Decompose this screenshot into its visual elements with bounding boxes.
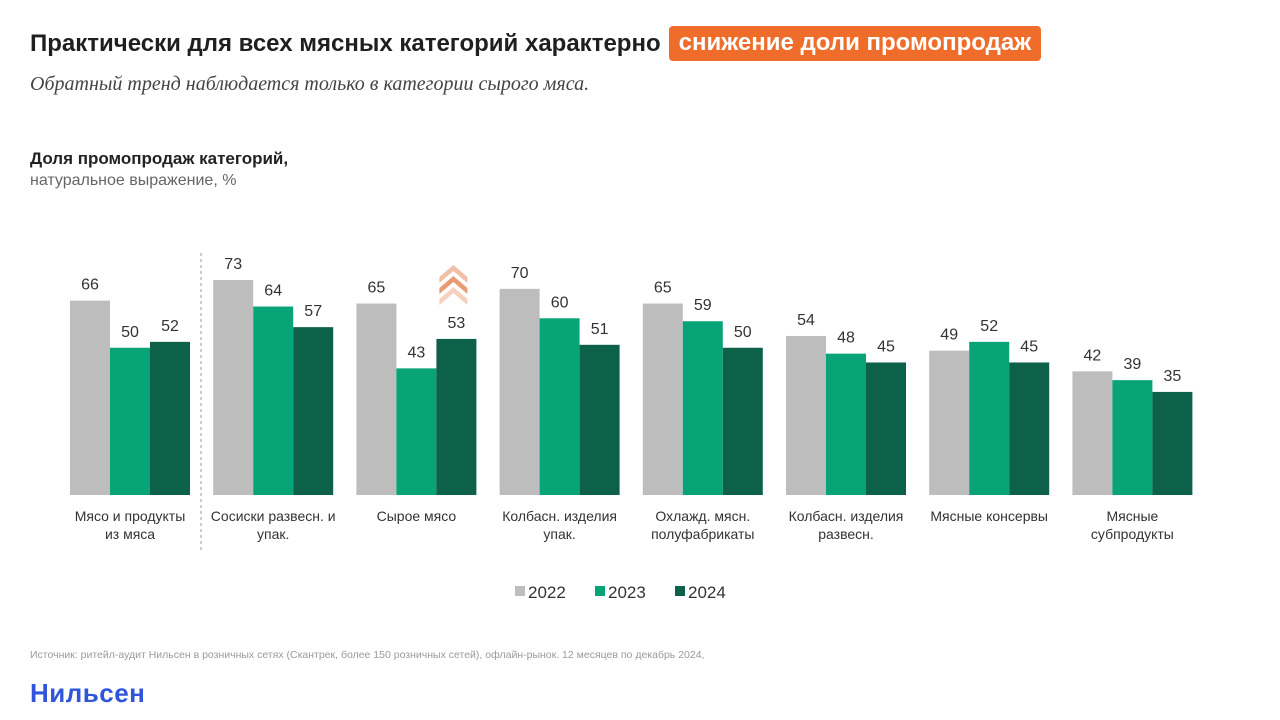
bar-2022-8 bbox=[1072, 371, 1113, 495]
value-label-2022-1: 66 bbox=[81, 277, 99, 294]
value-label-2024-5: 50 bbox=[734, 324, 752, 341]
up-chevron-1 bbox=[439, 265, 468, 283]
value-label-2022-5: 65 bbox=[654, 280, 672, 297]
bar-2022-7 bbox=[929, 350, 970, 495]
bar-2024-6 bbox=[866, 362, 906, 495]
bar-2022-5 bbox=[642, 303, 683, 495]
title-main: Практически для всех мясных категорий ха… bbox=[30, 29, 661, 57]
up-trend-icon bbox=[439, 265, 468, 305]
bar-2022-4 bbox=[499, 288, 540, 495]
value-label-2024-1: 52 bbox=[161, 318, 179, 335]
value-label-2022-6: 54 bbox=[797, 312, 815, 329]
value-label-2023-8: 39 bbox=[1124, 356, 1142, 373]
value-label-2022-3: 65 bbox=[368, 280, 386, 297]
value-label-2022-4: 70 bbox=[511, 265, 529, 282]
value-label-2023-2: 64 bbox=[264, 283, 282, 300]
value-label-2023-5: 59 bbox=[694, 297, 712, 314]
category-label-1: Мясо и продукты из мяса bbox=[75, 508, 186, 542]
source-note: Источник: ритейл-аудит Нильсен в розничн… bbox=[30, 649, 705, 661]
up-chevron-2 bbox=[439, 276, 468, 294]
value-label-2024-3: 53 bbox=[448, 315, 466, 332]
bar-2024-3 bbox=[436, 338, 477, 495]
up-chevron-3 bbox=[439, 287, 468, 305]
legend-label-2024: 2024 bbox=[688, 583, 726, 602]
bar-2023-7 bbox=[969, 341, 1010, 495]
value-label-2024-6: 45 bbox=[877, 338, 895, 355]
bar-2024-7 bbox=[1009, 362, 1050, 495]
page-title: Практически для всех мясных категорий ха… bbox=[30, 26, 1042, 61]
legend-swatch-2023 bbox=[595, 586, 605, 596]
value-label-2023-3: 43 bbox=[408, 344, 426, 361]
bar-2022-2 bbox=[213, 280, 254, 495]
bar-2024-8 bbox=[1152, 391, 1193, 495]
bar-2022-6 bbox=[786, 335, 826, 495]
bar-2023-4 bbox=[539, 318, 580, 495]
bar-2023-8 bbox=[1112, 380, 1153, 495]
value-label-2024-2: 57 bbox=[304, 303, 322, 320]
page-subtitle: Обратный тренд наблюдается только в кате… bbox=[30, 73, 590, 95]
legend-label-2023: 2023 bbox=[608, 583, 646, 602]
value-label-2024-7: 45 bbox=[1020, 338, 1038, 355]
category-label-5: Охлажд. мясн. полуфабрикаты bbox=[651, 508, 754, 542]
bar-2022-1 bbox=[70, 300, 110, 495]
value-label-2024-4: 51 bbox=[591, 321, 609, 338]
category-label-4: Колбасн. изделия упак. bbox=[502, 508, 617, 542]
chart-subtitle: натуральное выражение, % bbox=[30, 172, 237, 189]
value-label-2023-7: 52 bbox=[980, 318, 998, 335]
category-label-6: Колбасн. изделия развесн. bbox=[789, 508, 904, 542]
category-label-7: Мясные консервы bbox=[930, 508, 1048, 524]
value-label-2022-8: 42 bbox=[1084, 347, 1102, 364]
bar-2024-2 bbox=[293, 327, 334, 495]
bar-2023-3 bbox=[396, 368, 437, 495]
bar-2024-5 bbox=[722, 347, 763, 495]
value-label-2022-7: 49 bbox=[940, 327, 958, 344]
bar-2023-6 bbox=[826, 353, 866, 495]
legend-swatch-2022 bbox=[515, 586, 525, 596]
bar-2023-2 bbox=[253, 306, 294, 495]
value-label-2023-4: 60 bbox=[551, 294, 569, 311]
category-label-2: Сосиски развесн. и упак. bbox=[211, 508, 336, 542]
title-highlight-badge: снижение доли промопродаж bbox=[668, 26, 1042, 61]
bar-chart: 66 50 52 Мясо и продукты из мяса 73 64 57 Сосиск… bbox=[70, 253, 1193, 602]
nielsen-logo: Нильсен bbox=[30, 678, 146, 708]
value-label-2024-8: 35 bbox=[1164, 368, 1182, 385]
legend-label-2022: 2022 bbox=[528, 583, 566, 602]
category-label-8: Мясные субпродукты bbox=[1091, 508, 1174, 542]
category-label-3: Сырое мясо bbox=[377, 508, 457, 524]
bar-2024-1 bbox=[150, 341, 190, 495]
chart-title: Доля промопродаж категорий, bbox=[30, 149, 289, 168]
value-label-2023-1: 50 bbox=[121, 324, 139, 341]
bar-2024-4 bbox=[579, 344, 620, 495]
value-label-2023-6: 48 bbox=[837, 330, 855, 347]
bar-2023-5 bbox=[682, 321, 723, 495]
bar-2022-3 bbox=[356, 303, 397, 495]
value-label-2022-2: 73 bbox=[224, 256, 242, 273]
bar-2023-1 bbox=[110, 347, 150, 495]
legend-swatch-2024 bbox=[675, 586, 685, 596]
